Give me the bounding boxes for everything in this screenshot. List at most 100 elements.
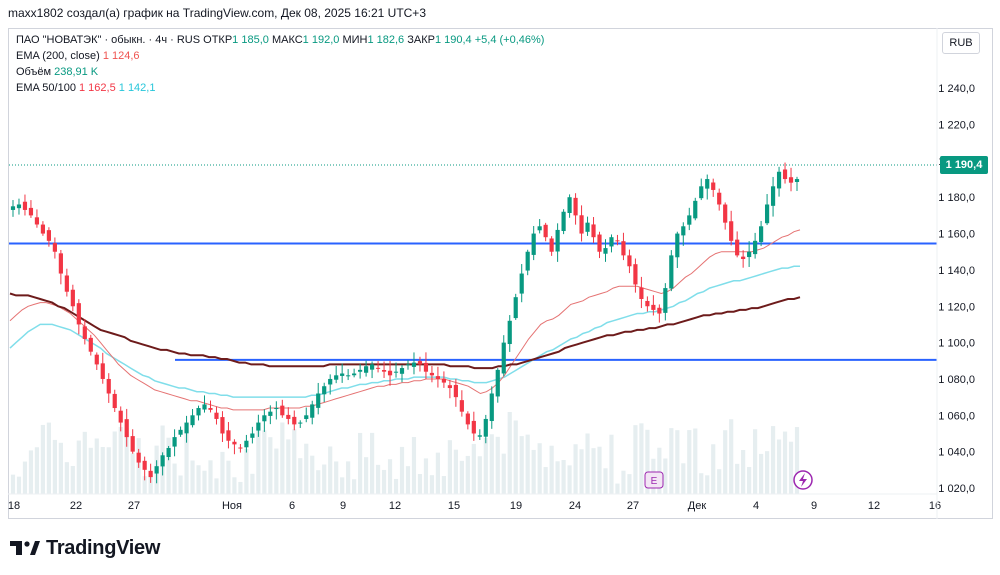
ema200-line[interactable] [9, 292, 801, 370]
candle-body[interactable] [747, 251, 752, 258]
candle-body[interactable] [717, 192, 722, 205]
candle-body[interactable] [788, 177, 794, 183]
candle-body[interactable] [196, 408, 201, 416]
candle-body[interactable] [615, 240, 620, 242]
candle-body[interactable] [274, 408, 279, 410]
candle-body[interactable] [669, 255, 674, 289]
ema-pair-row[interactable]: EMA 50/100 1 162,5 1 142,1 [16, 80, 544, 96]
candle-body[interactable] [633, 264, 638, 285]
candle-body[interactable] [561, 211, 566, 232]
candle-body[interactable] [286, 414, 291, 419]
candle-body[interactable] [220, 417, 225, 434]
candle-body[interactable] [166, 448, 171, 457]
candle-body[interactable] [651, 304, 656, 310]
candle-body[interactable] [501, 342, 506, 374]
ema200-row[interactable]: EMA (200, close) 1 124,6 [16, 48, 544, 64]
candle-body[interactable] [417, 361, 423, 365]
candle-body[interactable] [64, 275, 69, 292]
candle-body[interactable] [52, 243, 57, 252]
candle-body[interactable] [753, 240, 758, 255]
candle-body[interactable] [639, 287, 644, 299]
candle-body[interactable] [316, 393, 321, 408]
candle-body[interactable] [250, 433, 255, 438]
candle-body[interactable] [238, 447, 243, 449]
candle-body[interactable] [387, 370, 393, 376]
candle-body[interactable] [663, 288, 668, 313]
candle-body[interactable] [441, 378, 446, 383]
candle-body[interactable] [369, 364, 375, 370]
candle-body[interactable] [310, 404, 315, 418]
candle-body[interactable] [603, 248, 608, 254]
candle-body[interactable] [208, 408, 213, 410]
candle-body[interactable] [34, 217, 40, 225]
candle-body[interactable] [328, 378, 333, 385]
candle-body[interactable] [148, 470, 153, 478]
lightning-icon[interactable] [793, 470, 813, 490]
candle-body[interactable] [393, 371, 399, 373]
candle-body[interactable] [130, 436, 135, 452]
candle-body[interactable] [190, 415, 195, 426]
candle-body[interactable] [411, 362, 417, 367]
candle-body[interactable] [214, 412, 219, 419]
candle-body[interactable] [723, 204, 728, 223]
candle-body[interactable] [579, 215, 584, 234]
candle-body[interactable] [399, 368, 405, 374]
candle-body[interactable] [495, 369, 500, 397]
candle-body[interactable] [298, 422, 303, 424]
candle-body[interactable] [124, 419, 129, 438]
candle-body[interactable] [531, 233, 536, 255]
candle-body[interactable] [184, 422, 189, 434]
earnings-icon[interactable]: E [644, 471, 664, 489]
candle-body[interactable] [711, 182, 716, 190]
candle-body[interactable] [94, 354, 99, 365]
symbol-label[interactable]: ПАО "НОВАТЭК" · обыкн. · 4ч · RUS [16, 34, 201, 46]
candle-body[interactable] [304, 415, 309, 420]
candle-body[interactable] [591, 224, 596, 238]
candle-body[interactable] [519, 273, 524, 294]
candle-body[interactable] [154, 466, 159, 474]
candle-body[interactable] [82, 326, 87, 339]
candle-body[interactable] [543, 224, 548, 238]
candle-body[interactable] [477, 435, 482, 437]
candle-body[interactable] [549, 238, 554, 252]
candle-body[interactable] [16, 204, 22, 209]
candle-body[interactable] [729, 221, 734, 241]
candle-body[interactable] [10, 206, 16, 210]
candle-body[interactable] [28, 207, 34, 216]
candle-body[interactable] [423, 362, 429, 372]
candle-body[interactable] [346, 375, 351, 377]
candle-body[interactable] [513, 297, 518, 319]
tradingview-logo[interactable]: TradingView [10, 536, 160, 560]
candle-body[interactable] [735, 239, 740, 256]
candle-body[interactable] [555, 229, 560, 252]
candle-body[interactable] [160, 455, 165, 467]
candle-body[interactable] [489, 393, 494, 422]
candle-body[interactable] [609, 237, 614, 247]
candle-body[interactable] [142, 460, 147, 470]
candle-body[interactable] [46, 230, 51, 241]
candle-body[interactable] [764, 204, 770, 224]
candle-body[interactable] [232, 441, 237, 445]
candle-body[interactable] [172, 437, 177, 447]
candle-body[interactable] [621, 241, 626, 256]
ema50-line[interactable] [9, 229, 801, 411]
candle-body[interactable] [776, 171, 782, 189]
candle-body[interactable] [645, 300, 650, 307]
candle-body[interactable] [178, 429, 183, 435]
candle-body[interactable] [340, 373, 345, 376]
candle-body[interactable] [334, 375, 339, 380]
candle-body[interactable] [118, 410, 123, 423]
candle-body[interactable] [699, 186, 704, 199]
candle-body[interactable] [322, 386, 327, 395]
candle-body[interactable] [280, 405, 285, 416]
candle-body[interactable] [459, 400, 464, 412]
candle-body[interactable] [76, 303, 81, 325]
candle-body[interactable] [525, 251, 530, 271]
candle-body[interactable] [657, 307, 662, 314]
candle-body[interactable] [106, 378, 111, 394]
candle-body[interactable] [782, 169, 788, 180]
chart-frame[interactable] [8, 28, 993, 519]
candle-body[interactable] [268, 411, 273, 416]
candle-body[interactable] [202, 404, 207, 410]
candle-body[interactable] [770, 186, 776, 206]
